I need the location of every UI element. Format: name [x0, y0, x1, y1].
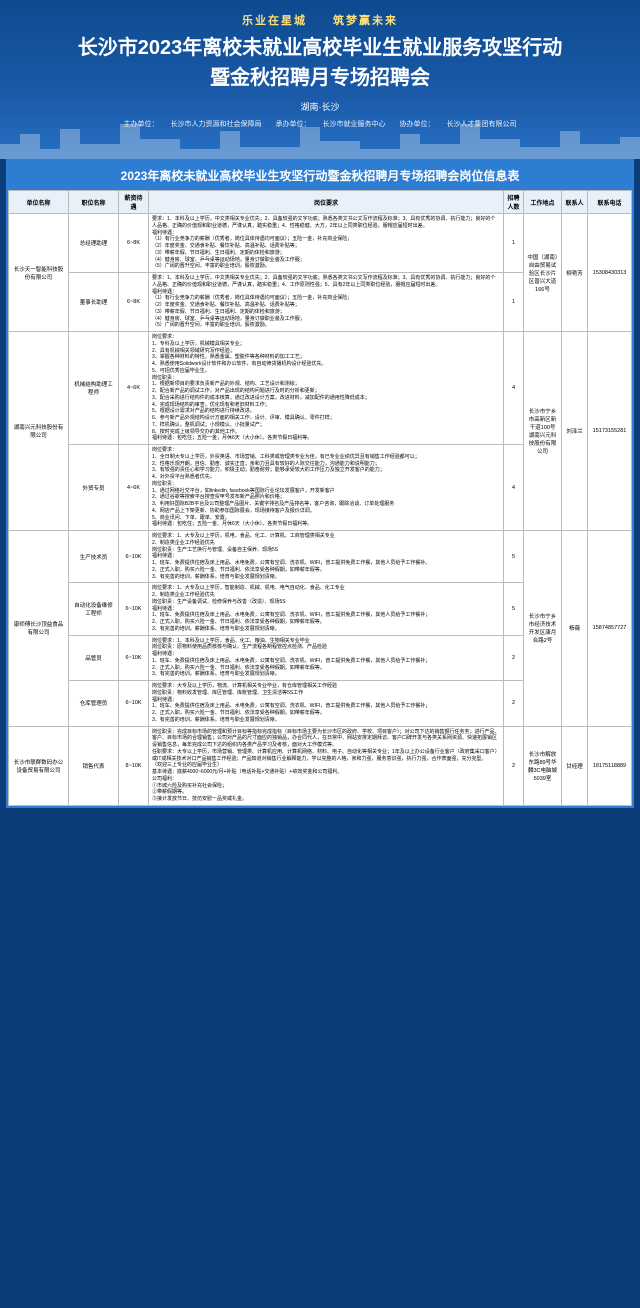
cell-job: 外贸专员 — [69, 445, 119, 531]
cell-req: 岗位要求：大专及以上学历，物流、计算机相关专业毕业，有仓库管理相关工作经验岗位职… — [149, 681, 504, 727]
th-company: 单位名称 — [9, 191, 69, 214]
cell-job: 自动化设备维修工程师 — [69, 583, 119, 635]
cell-count: 1 — [504, 273, 524, 332]
th-contact: 联系人 — [562, 191, 588, 214]
cell-job: 生产技术员 — [69, 531, 119, 583]
cell-count: 2 — [504, 635, 524, 681]
table-title: 2023年离校未就业高校毕业生攻坚行动暨金秋招聘月专场招聘会岗位信息表 — [8, 161, 632, 190]
cell-salary: 6~8K — [119, 214, 149, 273]
cell-count: 4 — [504, 445, 524, 531]
th-loc: 工作地点 — [524, 191, 562, 214]
table-row: 长沙市联群数码办公设备贸易有限公司销售代表8~10K岗位职责：完成目标市场的管理… — [9, 726, 632, 805]
cell-company: 湖南兴元科技股份有限公司 — [9, 332, 69, 531]
table-row: 湖南兴元科技股份有限公司机械结构助理工程师4~6K岗位要求：1、专科及以上学历，… — [9, 332, 632, 445]
table-header-row: 单位名称 职位名称 薪资待遇 岗位要求 招聘人数 工作地点 联系人 联系电话 — [9, 191, 632, 214]
cell-count: 1 — [504, 214, 524, 273]
cell-loc: 长沙市宁乡市经济技术开发区康月合路2号 — [524, 531, 562, 727]
cell-company: 长沙天一智能科技股份有限公司 — [9, 214, 69, 332]
location: 湖南·长沙 — [10, 100, 630, 113]
cell-count: 4 — [504, 332, 524, 445]
th-count: 招聘人数 — [504, 191, 524, 214]
cell-salary: 6~10K — [119, 681, 149, 727]
cell-req: 要求：1、本科及以上学历，中文类相关专业优先；2、具备较强的文字功底；熟悉各类文… — [149, 214, 504, 273]
cell-req: 岗位要求：1、大专及以上学历，机电、食品、化工、计算机、工商管理类相关专业2、制… — [149, 531, 504, 583]
title-line-2: 暨金秋招聘月专场招聘会 — [10, 64, 630, 92]
cell-job: 销售代表 — [69, 726, 119, 805]
cell-salary: 6~10K — [119, 531, 149, 583]
cell-contact: 刘泽兰 — [562, 332, 588, 531]
cell-job: 仓库管理员 — [69, 681, 119, 727]
hero-banner: 乐业在星城 筑梦赢未来 长沙市2023年离校未就业高校毕业生就业服务攻坚行动 暨… — [0, 0, 640, 159]
th-salary: 薪资待遇 — [119, 191, 149, 214]
table-body: 长沙天一智能科技股份有限公司总经理助理6~8K要求：1、本科及以上学历，中文类相… — [9, 214, 632, 806]
job-table: 单位名称 职位名称 薪资待遇 岗位要求 招聘人数 工作地点 联系人 联系电话 长… — [8, 190, 632, 806]
cell-contact: 柳艳芳 — [562, 214, 588, 332]
cell-req: 岗位要求：1、本科及以上学历，食品、化工、粮油、生物相关专业毕业岗位职责：原物料… — [149, 635, 504, 681]
th-req: 岗位要求 — [149, 191, 504, 214]
cell-loc: 长沙市宁乡市高新区新干道100号湖南兴元科技股份有限公司 — [524, 332, 562, 531]
table-row: 康师傅长沙顶益食品有限公司生产技术员6~10K岗位要求：1、大专及以上学历，机电… — [9, 531, 632, 583]
cell-phone: 15308430313 — [588, 214, 632, 332]
job-table-container: 2023年离校未就业高校毕业生攻坚行动暨金秋招聘月专场招聘会岗位信息表 单位名称… — [6, 159, 634, 808]
cell-count: 5 — [504, 583, 524, 635]
cell-loc: 中国（湖南）自由贸易试验区长沙片区普兴大道166号 — [524, 214, 562, 332]
cell-contact: 杨薇 — [562, 531, 588, 727]
cell-salary: 6~10K — [119, 635, 149, 681]
cell-req: 要求：1、本科及以上学历，中文类相关专业优先；2、具备较强的文字功底；熟悉各类文… — [149, 273, 504, 332]
cell-req: 岗位要求：1、大专及以上学历，智能制造、机械、机电、电气自动化、食品、化工专业2… — [149, 583, 504, 635]
cell-salary: 4~6K — [119, 445, 149, 531]
table-row: 长沙天一智能科技股份有限公司总经理助理6~8K要求：1、本科及以上学历，中文类相… — [9, 214, 632, 273]
cell-phone: 15173155281 — [588, 332, 632, 531]
cell-salary: 6~8K — [119, 273, 149, 332]
cell-phone: 18175118889 — [588, 726, 632, 805]
cell-job: 机械结构助理工程师 — [69, 332, 119, 445]
cell-salary: 6~10K — [119, 583, 149, 635]
cell-req: 岗位要求：1、全日制大专以上学历，外贸英语、市场营销、工科类或管理类专业为佳，有… — [149, 445, 504, 531]
cell-req: 岗位职责：完成目标市场的管理和预计目标等指标完成指标（目标市场主要为长沙市区的政… — [149, 726, 504, 805]
cell-count: 2 — [504, 726, 524, 805]
city-silhouette-icon — [0, 119, 640, 159]
th-job: 职位名称 — [69, 191, 119, 214]
cell-count: 5 — [504, 531, 524, 583]
cell-salary: 4~6K — [119, 332, 149, 445]
cell-company: 长沙市联群数码办公设备贸易有限公司 — [9, 726, 69, 805]
cell-contact: 甘经理 — [562, 726, 588, 805]
cell-job: 品管员 — [69, 635, 119, 681]
cell-loc: 长沙市解放东路89号华麟3C电脑城5039室 — [524, 726, 562, 805]
cell-salary: 8~10K — [119, 726, 149, 805]
cell-count: 2 — [504, 681, 524, 727]
cell-job: 总经理助理 — [69, 214, 119, 273]
title-line-1: 长沙市2023年离校未就业高校毕业生就业服务攻坚行动 — [10, 34, 630, 62]
cell-job: 董事长助理 — [69, 273, 119, 332]
cell-req: 岗位要求：1、专科及以上学历，机械模具相关专业；2、具有机械相关领域研究写作经验… — [149, 332, 504, 445]
th-phone: 联系电话 — [588, 191, 632, 214]
cell-phone: 15874857727 — [588, 531, 632, 727]
cell-company: 康师傅长沙顶益食品有限公司 — [9, 531, 69, 727]
slogan: 乐业在星城 筑梦赢未来 — [10, 12, 630, 28]
